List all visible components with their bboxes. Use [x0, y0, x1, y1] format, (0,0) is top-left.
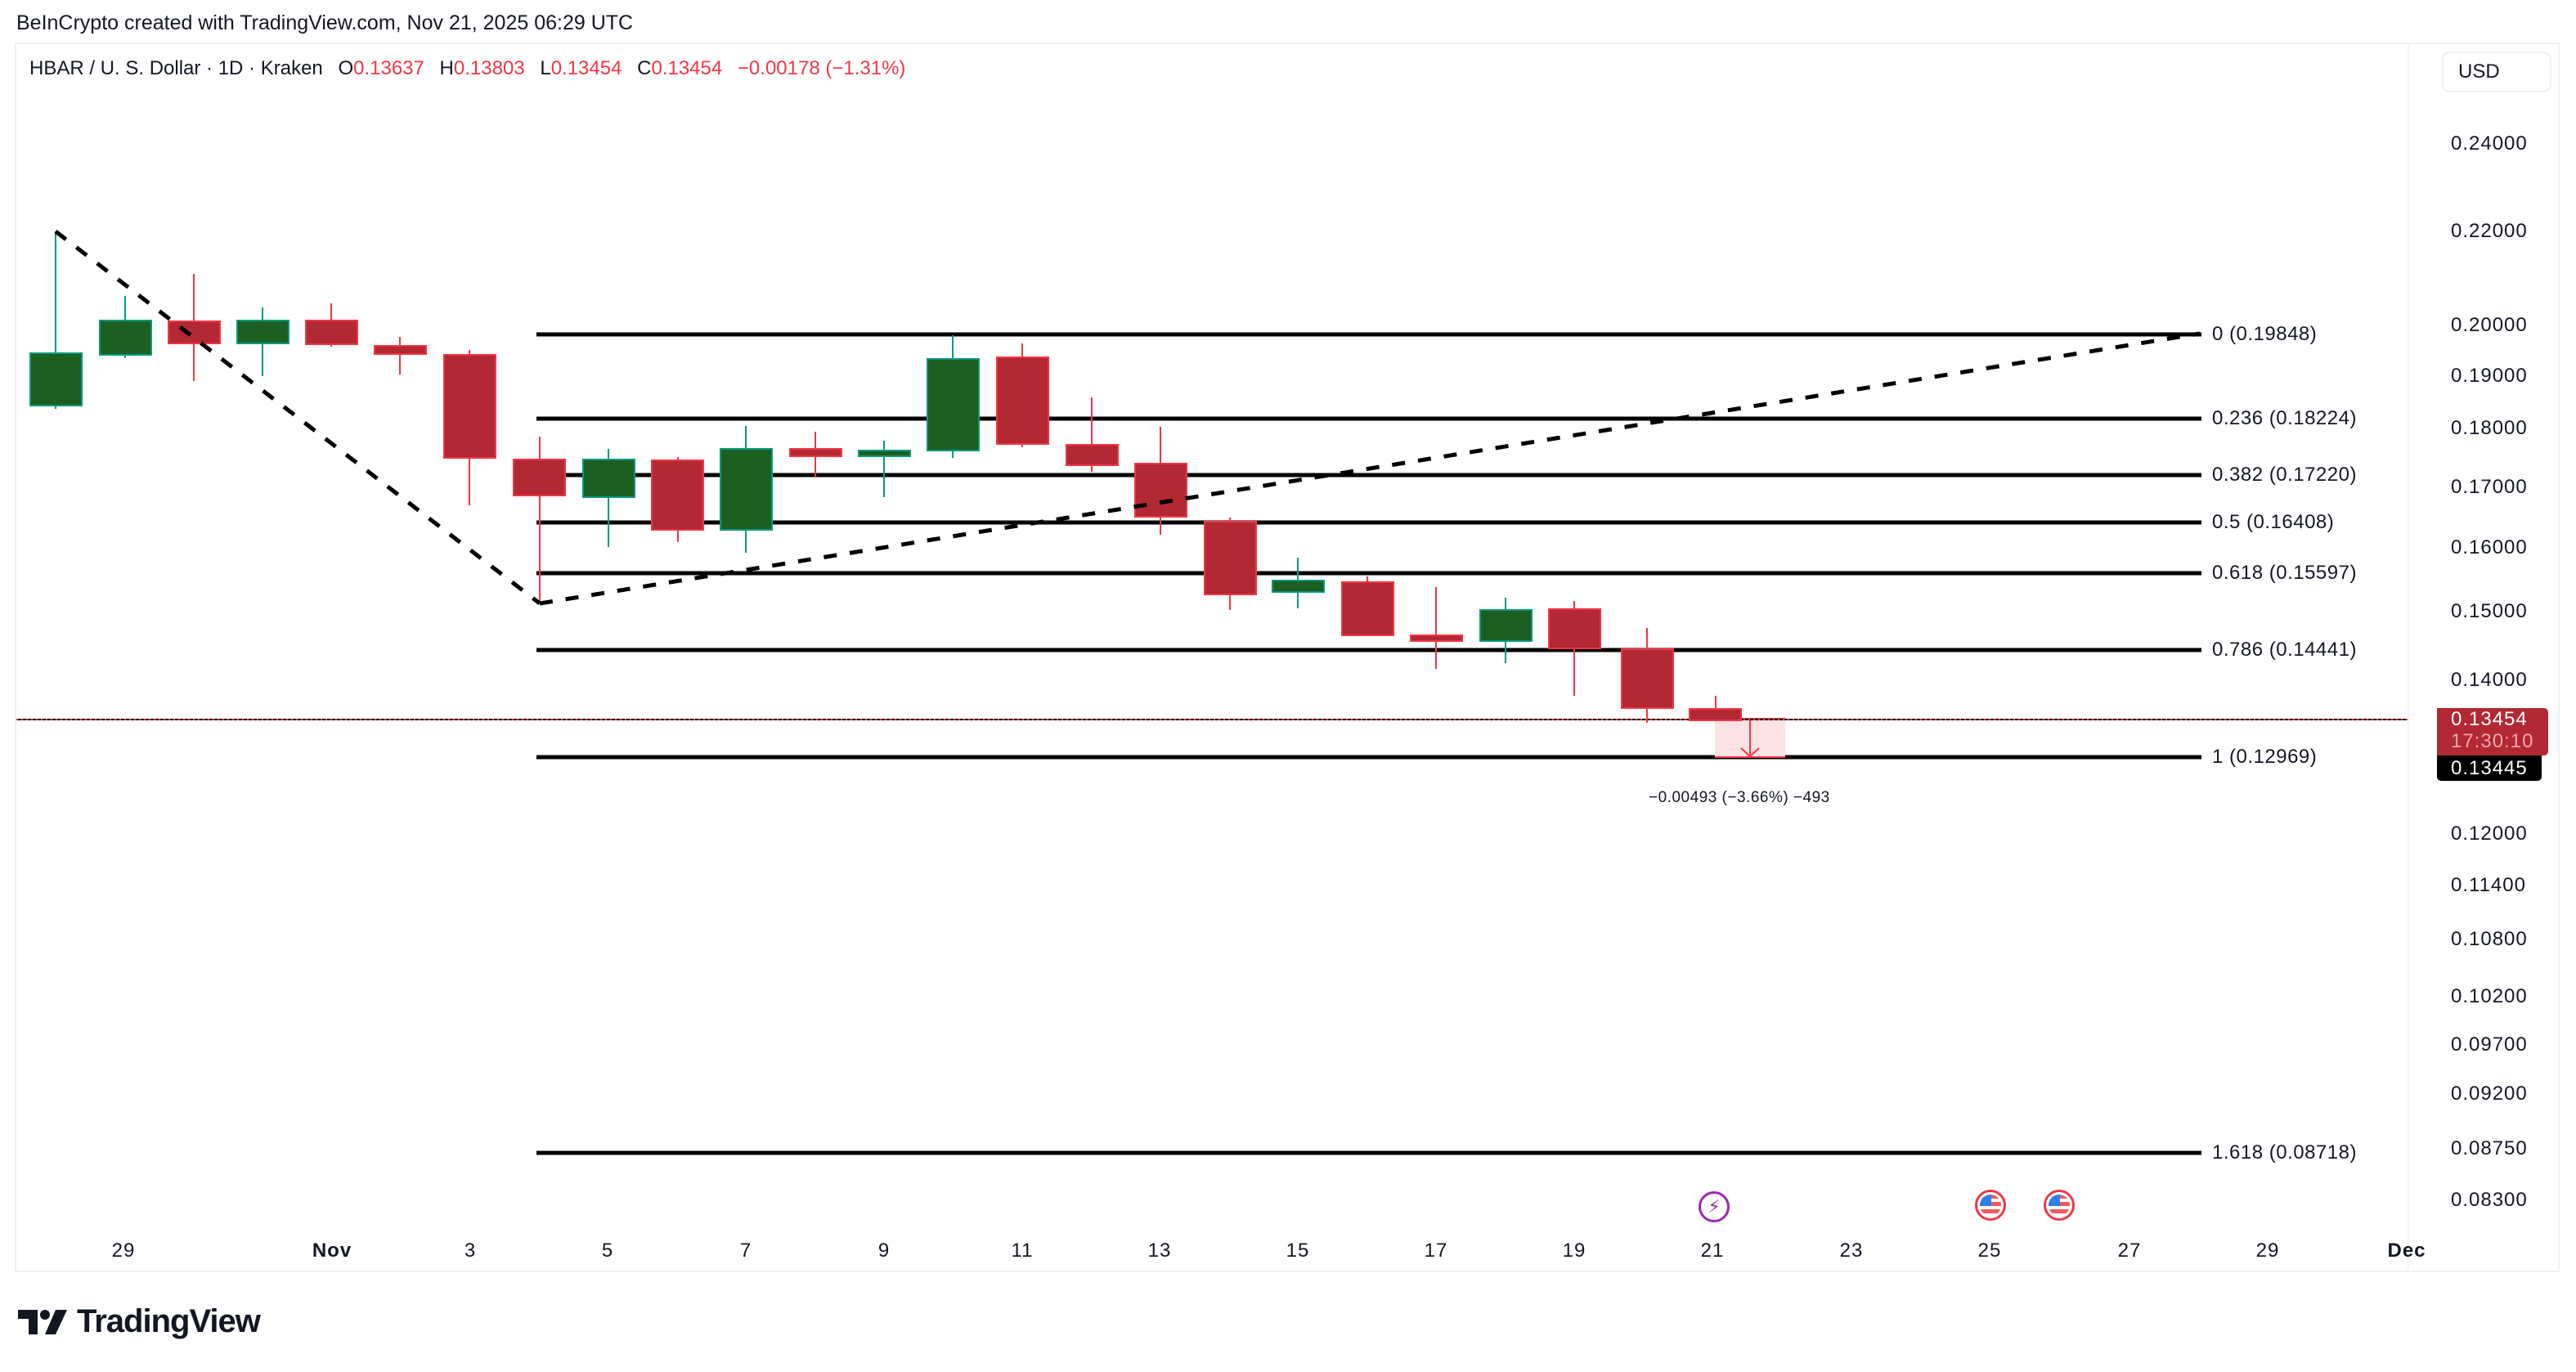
candle-nov6 [651, 460, 704, 531]
candle-nov14 [1204, 521, 1257, 595]
candle-oct30 [168, 321, 221, 344]
last-price-badge: 0.13454 17:30:10 [2437, 708, 2548, 755]
currency-button[interactable]: USD [2442, 52, 2551, 92]
change-value: −0.00178 (−1.31%) [737, 57, 906, 79]
candle-nov11 [996, 356, 1049, 445]
close-label: C [637, 57, 652, 79]
fib-label: 0.382 (0.17220) [2212, 464, 2357, 486]
high-value: 0.13803 [453, 57, 525, 79]
candle-oct28 [29, 352, 83, 406]
fib-label: 1.618 (0.08718) [2212, 1141, 2357, 1164]
chart-credit: BeInCrypto created with TradingView.com,… [16, 11, 634, 34]
price-tick: 0.11400 [2451, 874, 2526, 896]
time-tick: 19 [1562, 1240, 1586, 1262]
candle-nov21 [1689, 708, 1742, 721]
price-tick: 0.10800 [2451, 928, 2528, 950]
time-tick: 5 [601, 1240, 614, 1262]
fib-label: 0.786 (0.14441) [2212, 639, 2357, 661]
candle-nov10 [927, 358, 980, 451]
price-tick: 0.19000 [2451, 365, 2528, 387]
fib-label: 0.618 (0.15597) [2212, 562, 2357, 584]
price-tick: 0.20000 [2451, 314, 2528, 336]
symbol-title: HBAR / U. S. Dollar · 1D · Kraken [29, 57, 323, 79]
price-tick: 0.24000 [2451, 132, 2528, 155]
candle-nov12 [1066, 444, 1119, 466]
open-value: 0.13637 [353, 57, 424, 79]
time-tick: Nov [312, 1240, 352, 1262]
candle-nov4 [513, 459, 566, 496]
time-tick: 23 [1839, 1240, 1864, 1262]
candle-nov16 [1341, 581, 1394, 636]
candle-oct31 [236, 320, 289, 344]
candle-nov13 [1134, 463, 1187, 518]
price-axis-divider [2408, 43, 2409, 1272]
power-icon[interactable]: ⚡ [1699, 1191, 1730, 1222]
price-tick: 0.16000 [2451, 536, 2528, 558]
time-tick: Dec [2387, 1240, 2426, 1262]
price-tick: 0.10200 [2451, 985, 2528, 1007]
us-flag-icon[interactable] [2044, 1190, 2075, 1221]
price-tick: 0.09200 [2451, 1083, 2528, 1105]
tradingview-logo-icon [18, 1309, 67, 1334]
candle-nov9 [858, 450, 911, 457]
candle-oct29 [99, 320, 152, 356]
candle-nov7 [720, 448, 773, 531]
tradingview-brand: TradingView [18, 1303, 261, 1340]
fib-label: 0 (0.19848) [2212, 323, 2318, 345]
brand-name: TradingView [77, 1303, 261, 1339]
us-flag-icon[interactable] [1975, 1190, 2006, 1221]
high-label: H [439, 57, 454, 79]
price-tick: 0.15000 [2451, 600, 2528, 622]
price-tick: 0.09700 [2451, 1033, 2528, 1056]
price-tick: 0.12000 [2451, 823, 2528, 845]
candle-nov2 [374, 345, 427, 355]
time-tick: 9 [877, 1240, 891, 1262]
price-tick: 0.18000 [2451, 417, 2528, 439]
price-range-label: −0.00493 (−3.66%) −493 [1649, 789, 1830, 806]
candles[interactable] [29, 231, 1742, 723]
fib-label: 1 (0.12969) [2212, 746, 2318, 768]
time-tick: 17 [1424, 1240, 1448, 1262]
candle-nov3 [443, 354, 496, 459]
candle-nov19 [1548, 608, 1601, 649]
candle-nov1 [305, 320, 358, 345]
dashed-trend-lines[interactable] [54, 230, 2201, 606]
price-tick: 0.08750 [2451, 1137, 2528, 1159]
fib-retracement[interactable] [536, 332, 2201, 1155]
fib-label: 0.236 (0.18224) [2212, 407, 2357, 429]
price-range-measure[interactable] [1715, 718, 1785, 758]
time-tick: 15 [1286, 1240, 1310, 1262]
last-price-value: 0.13454 [2451, 708, 2528, 730]
time-tick: 21 [1700, 1240, 1725, 1262]
pre-market-price-badge: 0.13445 [2437, 755, 2542, 781]
price-tick: 0.14000 [2451, 669, 2528, 691]
close-value: 0.13454 [651, 57, 723, 79]
price-tick: 0.08300 [2451, 1189, 2528, 1211]
symbol-legend[interactable]: HBAR / U. S. Dollar · 1D · Kraken O0.136… [29, 57, 905, 80]
price-tick: 0.17000 [2451, 476, 2528, 498]
time-tick: 25 [1977, 1240, 2002, 1262]
bar-countdown: 17:30:10 [2451, 730, 2534, 752]
candle-nov17 [1410, 634, 1463, 642]
time-tick: 29 [2255, 1240, 2280, 1262]
time-tick: 7 [739, 1240, 752, 1262]
time-tick: 3 [464, 1240, 477, 1262]
candle-nov15 [1272, 580, 1325, 593]
time-tick: 29 [111, 1240, 136, 1262]
open-label: O [338, 57, 354, 79]
low-value: 0.13454 [550, 57, 622, 79]
candle-nov18 [1479, 609, 1533, 642]
price-tick: 0.22000 [2451, 220, 2528, 242]
arrow-down-icon [1740, 747, 1760, 758]
time-tick: 13 [1147, 1240, 1172, 1262]
low-label: L [540, 57, 551, 79]
time-tick: 11 [1011, 1240, 1034, 1262]
candle-nov8 [789, 448, 842, 457]
time-tick: 27 [2117, 1240, 2142, 1262]
candle-nov20 [1621, 648, 1674, 709]
chart-frame [15, 43, 2560, 1272]
candle-nov5 [582, 459, 635, 498]
fib-label: 0.5 (0.16408) [2212, 511, 2335, 533]
